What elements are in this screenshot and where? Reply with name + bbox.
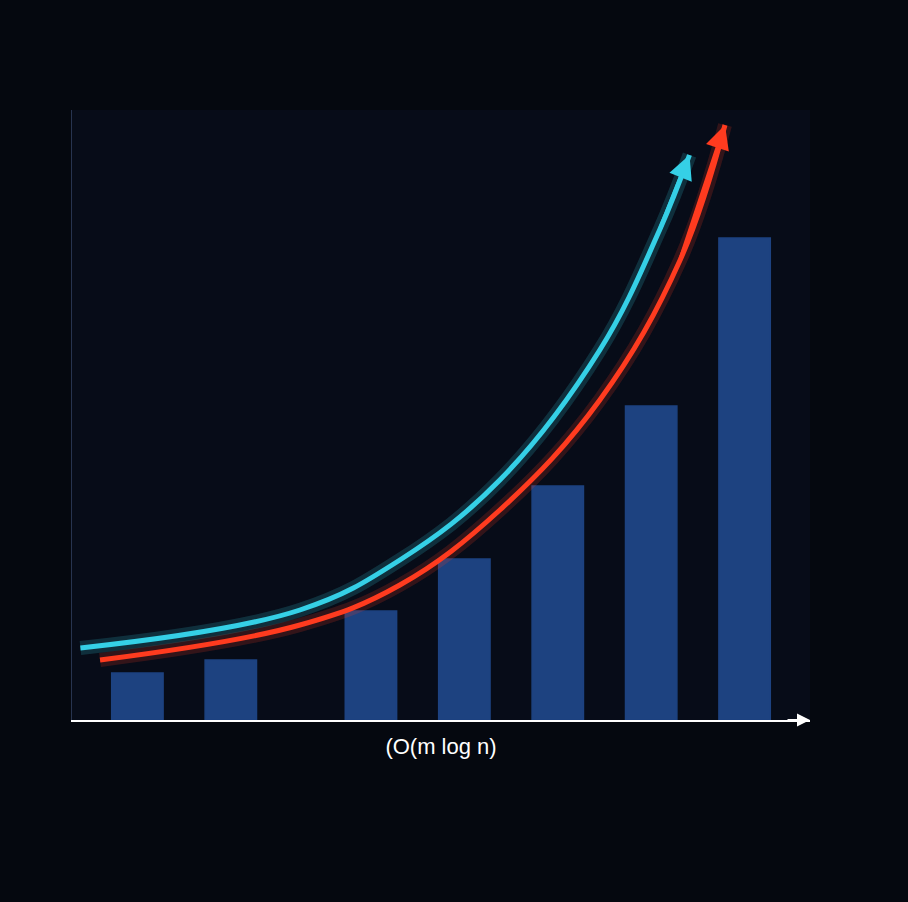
svg-text:(O(m log n): (O(m log n) xyxy=(385,734,496,759)
